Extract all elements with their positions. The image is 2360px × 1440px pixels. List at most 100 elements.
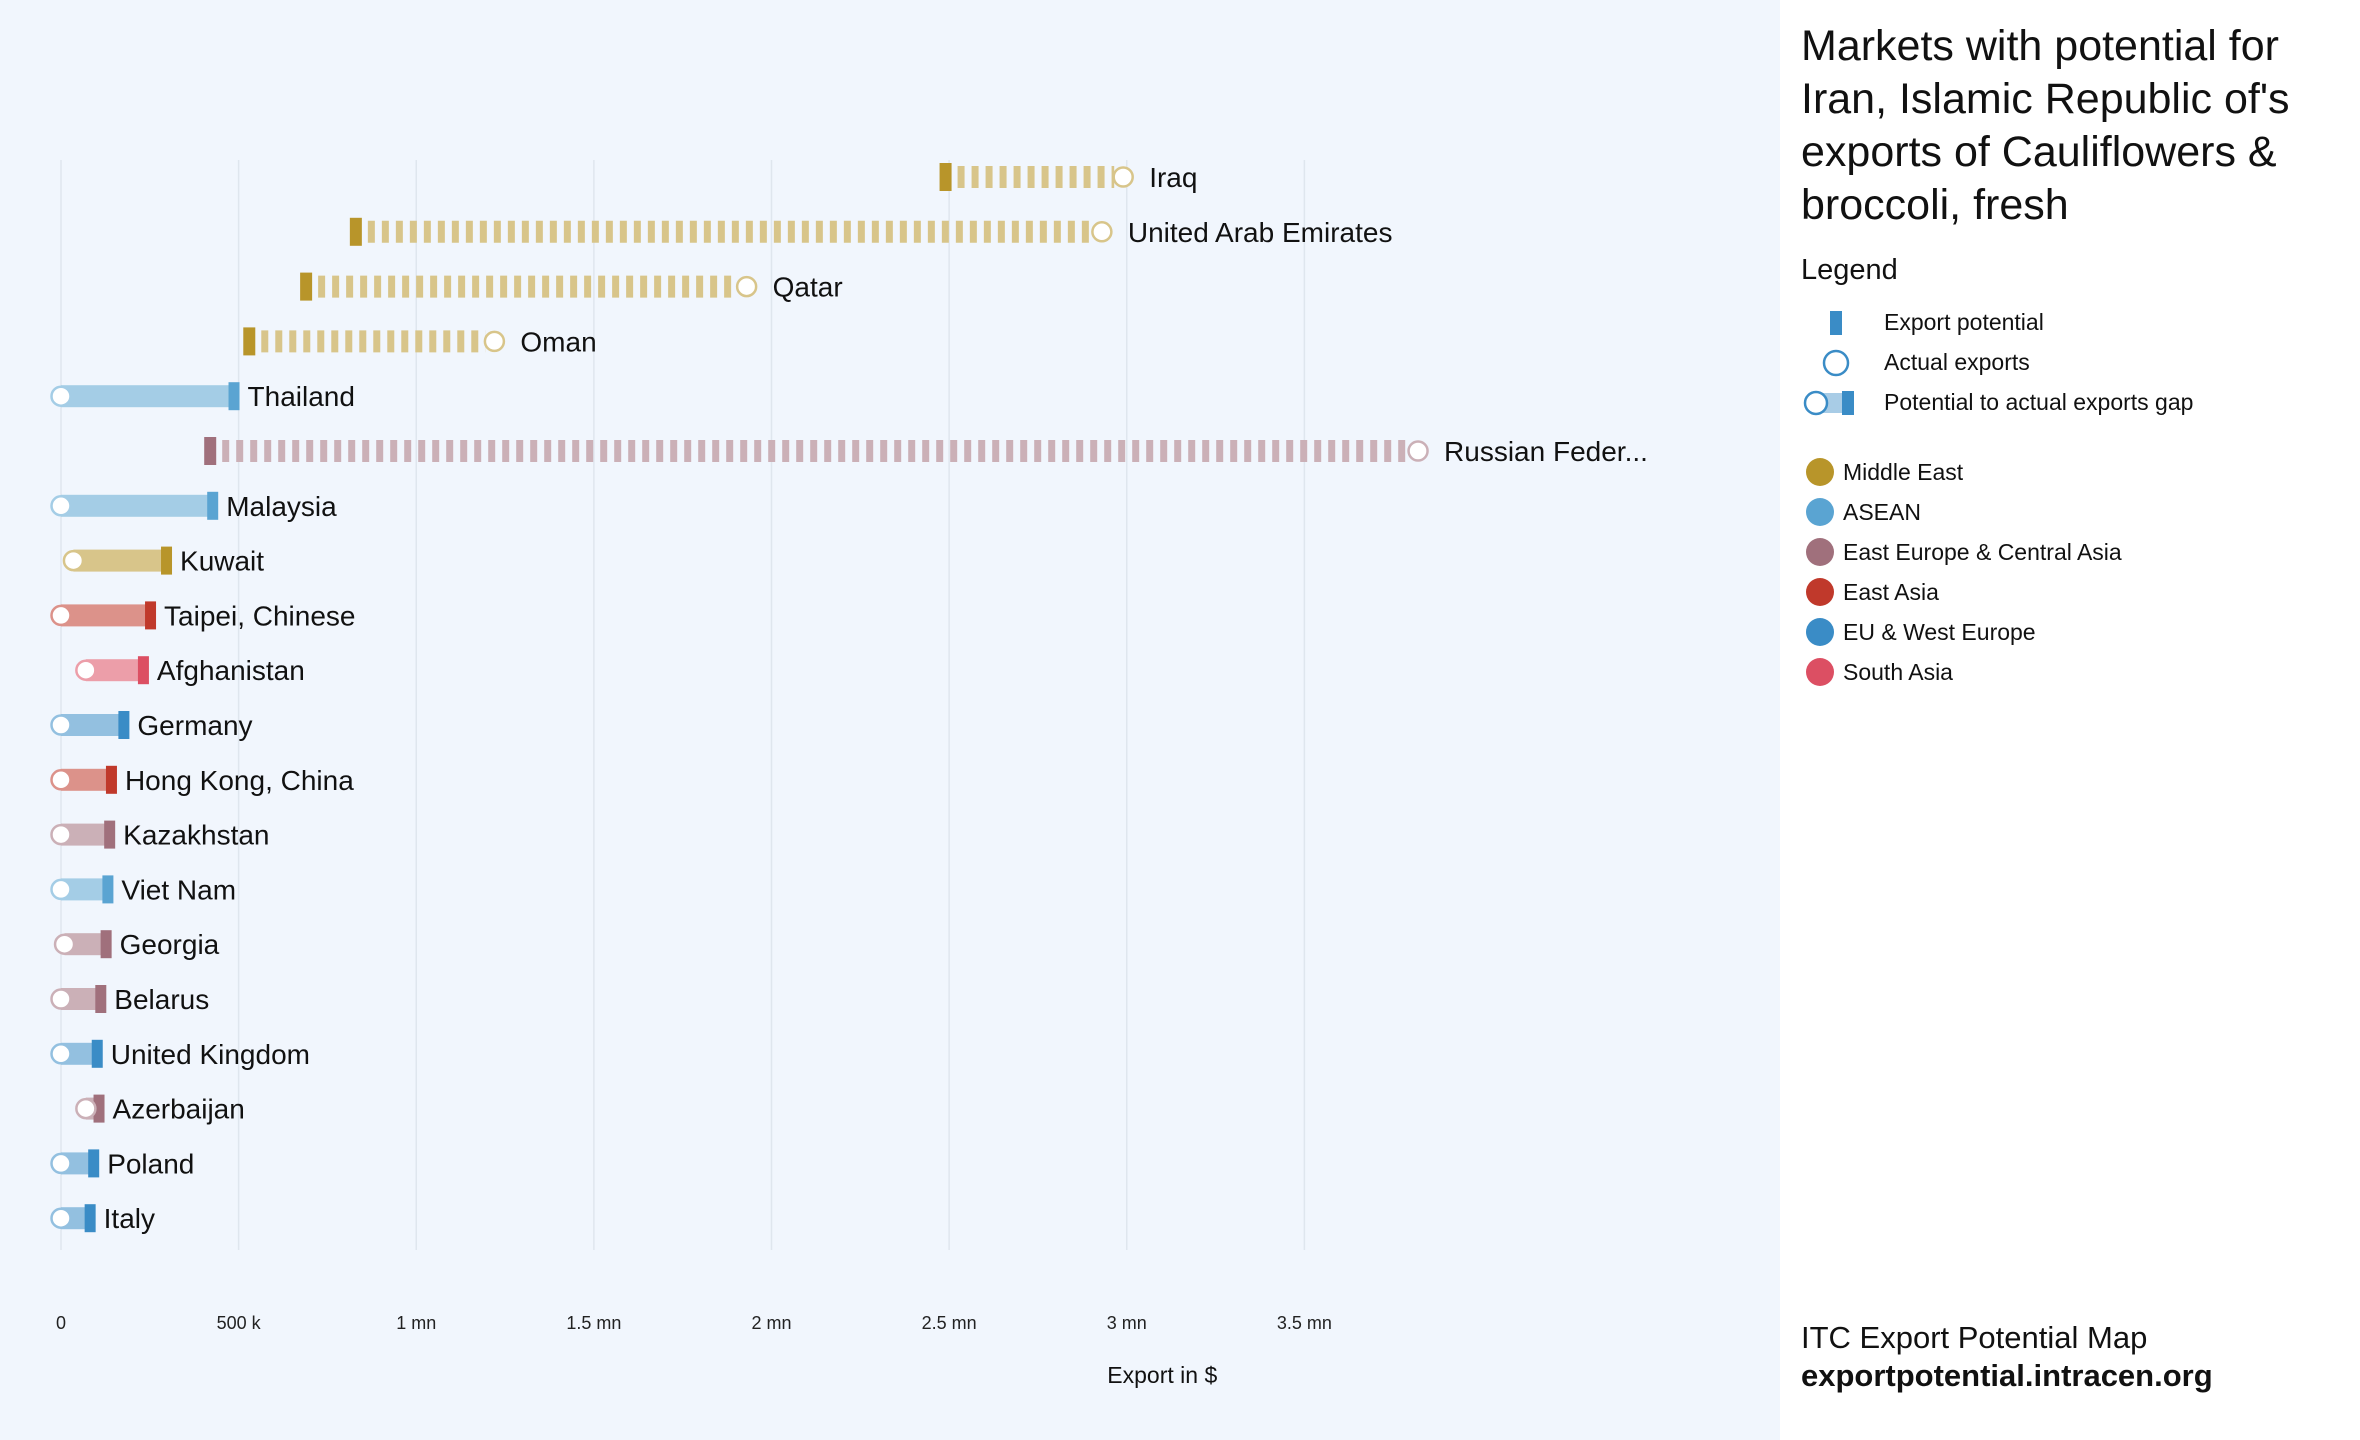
region-label: EU & West Europe (1843, 619, 2036, 645)
market-label: Kuwait (180, 546, 264, 577)
actual-exports-mark (483, 330, 506, 353)
export-potential-mark (243, 327, 256, 356)
region-item-east-asia: East Asia (1780, 572, 2360, 612)
region-item-east-europe-central-asia: East Europe & Central Asia (1780, 532, 2360, 572)
market-label: Germany (137, 710, 252, 741)
export-potential-mark (300, 272, 313, 301)
x-tick-label: 1 mn (396, 1313, 436, 1333)
export-potential-mark (204, 437, 217, 465)
asean-dot-icon (1806, 498, 1834, 526)
market-label: Iraq (1149, 162, 1197, 193)
actual-exports-mark (50, 878, 72, 901)
market-label: Thailand (248, 381, 355, 412)
gap-bar (64, 933, 104, 956)
export-potential-mark (118, 711, 130, 739)
gap-bar (61, 823, 108, 846)
market-label: Russian Feder... (1444, 436, 1648, 467)
actual-exports-mark (50, 495, 72, 517)
export-potential-mark (105, 765, 117, 794)
region-item-asean: ASEAN (1780, 492, 2360, 532)
export-potential-mark (137, 656, 149, 685)
x-tick-label: 0 (56, 1313, 66, 1333)
market-label: Poland (107, 1148, 194, 1179)
gap-bar (73, 549, 165, 572)
export-potential-mark (102, 875, 114, 904)
market-label: Oman (520, 326, 596, 357)
gap-bar (85, 659, 141, 682)
actual-exports-mark (50, 714, 72, 736)
actual-exports-mark (75, 1097, 97, 1120)
legend-label: Actual exports (1884, 349, 2030, 375)
actual-circle-icon (1822, 349, 1850, 377)
export-potential-mark (88, 1149, 100, 1178)
region-item-middle-east: Middle East (1780, 452, 2360, 492)
export-potential-mark (84, 1204, 96, 1233)
gap-bar (61, 714, 122, 736)
x-axis-label: Export in $ (1107, 1362, 1217, 1388)
actual-exports-mark (50, 769, 72, 791)
actual-exports-mark (1091, 221, 1113, 243)
market-label: Malaysia (226, 491, 337, 522)
region-label: ASEAN (1843, 499, 1921, 525)
market-label: Italy (104, 1203, 155, 1234)
export-potential-mark (95, 985, 107, 1013)
actual-exports-mark (62, 549, 85, 572)
market-label: Viet Nam (121, 874, 236, 905)
sidebar: Markets with potential for Iran, Islamic… (1780, 0, 2360, 1440)
south-asia-dot-icon (1806, 658, 1834, 686)
x-tick-label: 3 mn (1107, 1313, 1147, 1333)
x-tick-label: 3.5 mn (1277, 1313, 1332, 1333)
region-label: Middle East (1843, 459, 1964, 485)
market-label: Belarus (114, 984, 209, 1015)
region-item-south-asia: South Asia (1780, 652, 2360, 692)
x-tick-label: 2.5 mn (922, 1313, 977, 1333)
export-potential-mark (145, 601, 157, 630)
region-item-eu-west-europe: EU & West Europe (1780, 612, 2360, 652)
region-label: East Asia (1843, 579, 1939, 605)
legend-label: Export potential (1884, 309, 2044, 335)
legend-item-gap: Potential to actual exports gap (1780, 382, 2360, 422)
chart-svg: 0 500 k 1 mn 1.5 mn 2 mn 2.5 mn 3 mn 3.5 mn Expo… (50, 160, 1648, 1388)
gap-bar (61, 494, 211, 517)
middle-east-dot-icon (1806, 458, 1834, 486)
export-potential-mark (91, 1039, 103, 1068)
gap-bar (61, 604, 149, 627)
actual-exports-mark (75, 659, 97, 681)
gap-bar (61, 988, 99, 1010)
actual-exports-mark (50, 604, 72, 627)
market-label: Hong Kong, China (125, 765, 354, 796)
actual-exports-mark (50, 1043, 72, 1065)
market-label: Kazakhstan (123, 820, 269, 851)
x-tick-label: 500 k (217, 1313, 262, 1333)
region-label: East Europe & Central Asia (1843, 539, 2122, 565)
actual-exports-mark (50, 1207, 72, 1229)
legend-item-export-potential: Export potential (1780, 302, 2360, 342)
actual-exports-mark (50, 385, 72, 407)
export-potential-mark (939, 163, 952, 191)
x-tick-label: 2 mn (751, 1313, 791, 1333)
region-label: South Asia (1843, 659, 1953, 685)
export-potential-mark (207, 491, 219, 520)
legend-heading: Legend (1801, 254, 1898, 286)
export-potential-mark (349, 217, 362, 246)
gap-bar-icon (1803, 390, 1854, 416)
export-potential-mark (104, 820, 116, 849)
east-asia-dot-icon (1806, 578, 1834, 606)
market-label: Georgia (120, 929, 220, 960)
market-label: United Kingdom (111, 1039, 310, 1070)
actual-exports-mark (1407, 440, 1429, 462)
actual-exports-mark (50, 1152, 72, 1175)
export-potential-mark (228, 382, 240, 411)
legend-label: Potential to actual exports gap (1884, 389, 2194, 415)
actual-exports-mark (735, 275, 758, 298)
legend-item-actual-exports: Actual exports (1780, 342, 2360, 382)
actual-exports-mark (50, 988, 72, 1010)
chart-area: 0 500 k 1 mn 1.5 mn 2 mn 2.5 mn 3 mn 3.5 mn Expo… (50, 160, 1648, 1388)
actual-exports-mark (1112, 166, 1134, 188)
market-label: Taipei, Chinese (164, 600, 355, 631)
export-potential-mark (100, 930, 112, 959)
footer-source: ITC Export Potential Map (1801, 1320, 2148, 1355)
footer-link[interactable]: exportpotential.intracen.org (1801, 1358, 2213, 1393)
actual-exports-mark (53, 933, 76, 955)
actual-exports-mark (50, 823, 72, 846)
